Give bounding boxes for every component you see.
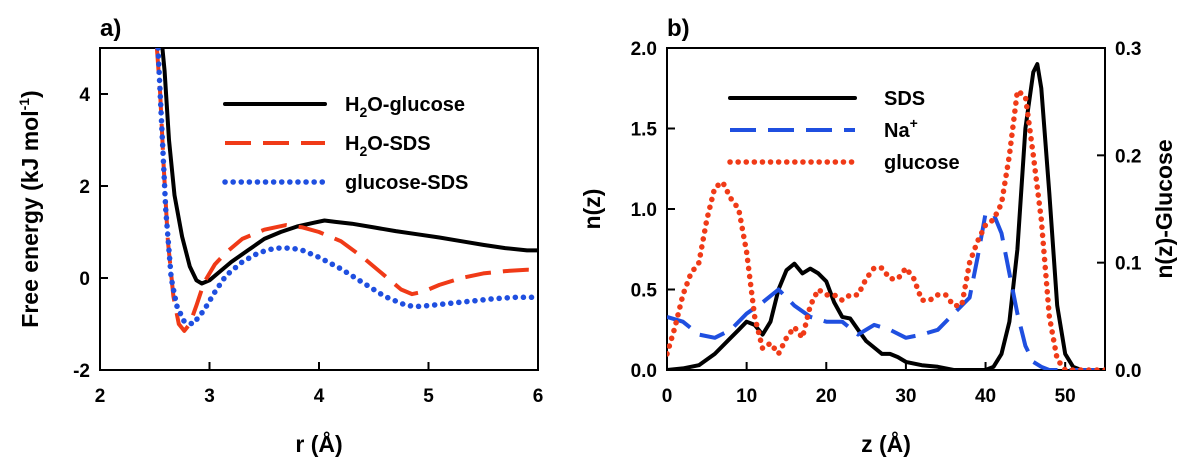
- y2-tick-label: 0.3: [1115, 39, 1141, 60]
- x-tick-label: 20: [816, 386, 837, 407]
- panel-a-y-axis-label-tail: ): [17, 90, 43, 98]
- series-line-glucose: [667, 88, 1105, 370]
- legend-label-main: glucose-SDS: [345, 172, 468, 194]
- y-tick-label: -2: [73, 361, 90, 382]
- panel-b-ticks: 0 10 20 30 40 50 0.0 0.5 1.0 1.5 2.0 0.0 0.1 0.2 0.3: [631, 39, 1142, 407]
- series-line-glucose-sds: [155, 48, 538, 327]
- legend-label-main: Na: [884, 120, 910, 142]
- series-line-na-: [667, 211, 1105, 370]
- y-tick-label: 0.0: [631, 361, 657, 382]
- legend-label-tail: O-glucose: [367, 94, 465, 116]
- y-tick-label: 1.5: [631, 120, 658, 141]
- x-tick-label: 50: [1055, 386, 1076, 407]
- x-tick-label: 6: [533, 386, 544, 407]
- panel-a-x-axis-label: r (Å): [295, 430, 342, 457]
- panel-a-ticks: 2 3 4 5 6 -2 0 2 4: [73, 85, 543, 407]
- panel-a-y-axis-label: Free energy (kJ mol-1): [16, 90, 43, 327]
- y-tick-label: 4: [79, 85, 90, 106]
- series-line-h2o-glucose: [160, 48, 538, 286]
- y2-tick-label: 0.2: [1115, 146, 1141, 167]
- x-tick-label: 40: [975, 386, 996, 407]
- y-tick-label: 1.0: [631, 200, 657, 221]
- series-line-h2o-sds: [154, 48, 538, 333]
- y-tick-label: 2: [79, 177, 90, 198]
- legend-label: SDS: [884, 88, 925, 110]
- panel-a-y-axis-label-main: Free energy (kJ mol: [17, 110, 43, 327]
- panel-b-series: [667, 62, 1105, 370]
- x-tick-label: 5: [423, 386, 434, 407]
- y-tick-label: 0: [79, 269, 90, 290]
- legend-label: glucose: [884, 152, 960, 174]
- y-tick-label: 2.0: [631, 39, 657, 60]
- panel-b-legend: SDS Na+ glucose: [727, 88, 960, 174]
- panel-a: a) 2 3 4 5 6 -2 0 2 4 r (Å) Free energy (kJ mol-…: [16, 15, 543, 457]
- x-tick-label: 4: [314, 386, 325, 407]
- legend-label-sup: +: [910, 115, 918, 131]
- legend-label-main: SDS: [884, 88, 925, 110]
- legend-label-sub: 2: [359, 104, 367, 120]
- x-tick-label: 10: [736, 386, 757, 407]
- panel-b-y2-axis-label: n(z)-Glucose: [1151, 139, 1177, 278]
- legend-label-main: H: [345, 133, 359, 155]
- legend-label: glucose-SDS: [345, 172, 468, 194]
- legend-label-main: H: [345, 94, 359, 116]
- panel-b-y-axis-label: n(z): [579, 189, 605, 230]
- legend-label-sub: 2: [359, 143, 367, 159]
- x-tick-label: 3: [204, 386, 215, 407]
- panel-a-series: [154, 48, 538, 333]
- legend-label: Na+: [884, 115, 918, 142]
- legend-label: H2O-SDS: [345, 133, 431, 159]
- legend-label: H2O-glucose: [345, 94, 465, 120]
- x-tick-label: 30: [895, 386, 916, 407]
- y2-tick-label: 0.1: [1115, 254, 1142, 275]
- legend-label-main: glucose: [884, 152, 960, 174]
- y2-tick-label: 0.0: [1115, 361, 1141, 382]
- x-tick-label: 2: [95, 386, 106, 407]
- panel-b-label: b): [667, 15, 690, 42]
- panel-a-y-axis-label-sup: -1: [16, 98, 32, 111]
- legend-label-tail: O-SDS: [367, 133, 430, 155]
- y-tick-label: 0.5: [631, 281, 658, 302]
- x-tick-label: 0: [662, 386, 673, 407]
- panel-a-label: a): [100, 15, 121, 42]
- panel-b-x-axis-label: z (Å): [861, 430, 911, 457]
- panel-b: b) 0 10 20 30 40 50 0.0 0.5 1.0 1.5 2.0 0.0 0.1 0.2 0.…: [579, 15, 1177, 457]
